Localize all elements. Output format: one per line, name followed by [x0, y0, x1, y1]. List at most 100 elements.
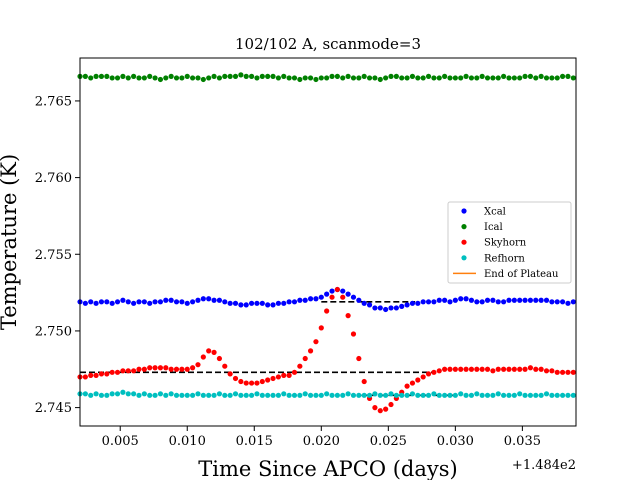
data-point: [522, 297, 528, 303]
data-point: [291, 299, 298, 305]
data-point: [474, 299, 480, 305]
data-point: [98, 371, 105, 377]
data-point: [184, 366, 190, 372]
data-point: [506, 366, 512, 372]
data-point: [168, 366, 174, 372]
legend-label: Refhorn: [484, 253, 525, 264]
legend-label: Ical: [484, 222, 503, 233]
data-point: [420, 374, 426, 380]
data-point: [527, 297, 534, 303]
data-point: [195, 75, 201, 81]
data-point: [281, 73, 287, 79]
data-point: [286, 75, 292, 81]
data-point: [216, 355, 223, 362]
data-point: [431, 75, 437, 81]
data-point: [184, 300, 190, 306]
data-point: [195, 391, 201, 397]
data-point: [114, 75, 121, 81]
data-point: [324, 291, 330, 297]
data-point: [393, 73, 399, 79]
data-point: [511, 366, 517, 372]
data-point: [173, 366, 180, 372]
x-axis-label: Time Since APCO (days): [198, 457, 457, 480]
data-point: [527, 392, 534, 398]
data-point: [350, 392, 357, 398]
data-point: [506, 75, 512, 81]
data-point: [232, 391, 239, 397]
data-point: [345, 291, 351, 297]
data-point: [570, 392, 576, 398]
data-point: [420, 299, 426, 305]
data-point: [372, 305, 378, 311]
data-point: [570, 75, 576, 81]
data-point: [495, 75, 501, 81]
data-point: [425, 371, 432, 377]
data-point: [275, 392, 281, 398]
data-point: [93, 73, 99, 79]
data-point: [522, 73, 528, 79]
data-point: [88, 75, 94, 81]
data-point: [495, 391, 501, 397]
data-point: [302, 391, 308, 397]
data-point: [259, 392, 265, 398]
data-point: [474, 366, 480, 372]
data-point: [324, 391, 330, 397]
data-point: [404, 75, 410, 81]
data-point: [238, 72, 244, 78]
data-point: [168, 391, 174, 397]
y-tick-label: 2.760: [35, 171, 72, 186]
data-point: [243, 380, 249, 386]
data-point: [377, 76, 383, 83]
data-point: [195, 297, 201, 303]
data-point: [248, 380, 255, 386]
data-point: [565, 369, 571, 375]
legend-swatch: [461, 224, 467, 230]
data-point: [447, 366, 453, 372]
data-point: [334, 392, 340, 398]
data-point: [222, 363, 228, 369]
x-tick-label: 0.030: [437, 434, 474, 449]
data-point: [141, 391, 147, 397]
data-point: [442, 366, 448, 372]
data-point: [109, 369, 115, 375]
data-point: [88, 299, 94, 305]
data-point: [206, 296, 212, 302]
data-point: [222, 392, 228, 398]
data-point: [157, 365, 164, 371]
data-point: [243, 73, 249, 79]
data-point: [388, 401, 394, 408]
data-point: [393, 392, 399, 398]
data-point: [141, 366, 147, 372]
data-point: [136, 75, 142, 81]
data-point: [238, 378, 244, 385]
data-point: [248, 392, 255, 398]
data-point: [243, 392, 249, 398]
data-point: [227, 300, 233, 306]
data-point: [270, 73, 276, 79]
data-point: [297, 392, 303, 398]
data-point: [281, 372, 287, 378]
data-point: [254, 391, 260, 397]
data-point: [286, 392, 292, 398]
data-point: [307, 348, 314, 354]
data-point: [216, 297, 223, 303]
data-point: [163, 75, 169, 81]
data-point: [329, 294, 335, 300]
data-point: [232, 300, 239, 306]
data-point: [163, 392, 169, 398]
data-point: [479, 73, 485, 79]
data-point: [345, 73, 351, 79]
data-point: [517, 297, 523, 303]
data-point: [275, 374, 281, 380]
data-point: [366, 392, 373, 398]
data-point: [490, 297, 496, 303]
data-point: [329, 288, 335, 294]
data-point: [463, 73, 469, 79]
data-point: [565, 73, 571, 79]
data-point: [511, 392, 517, 398]
data-point: [147, 300, 153, 306]
data-point: [350, 75, 357, 81]
data-point: [109, 391, 115, 397]
data-point: [259, 378, 265, 385]
series-skyhorn: [77, 286, 576, 414]
